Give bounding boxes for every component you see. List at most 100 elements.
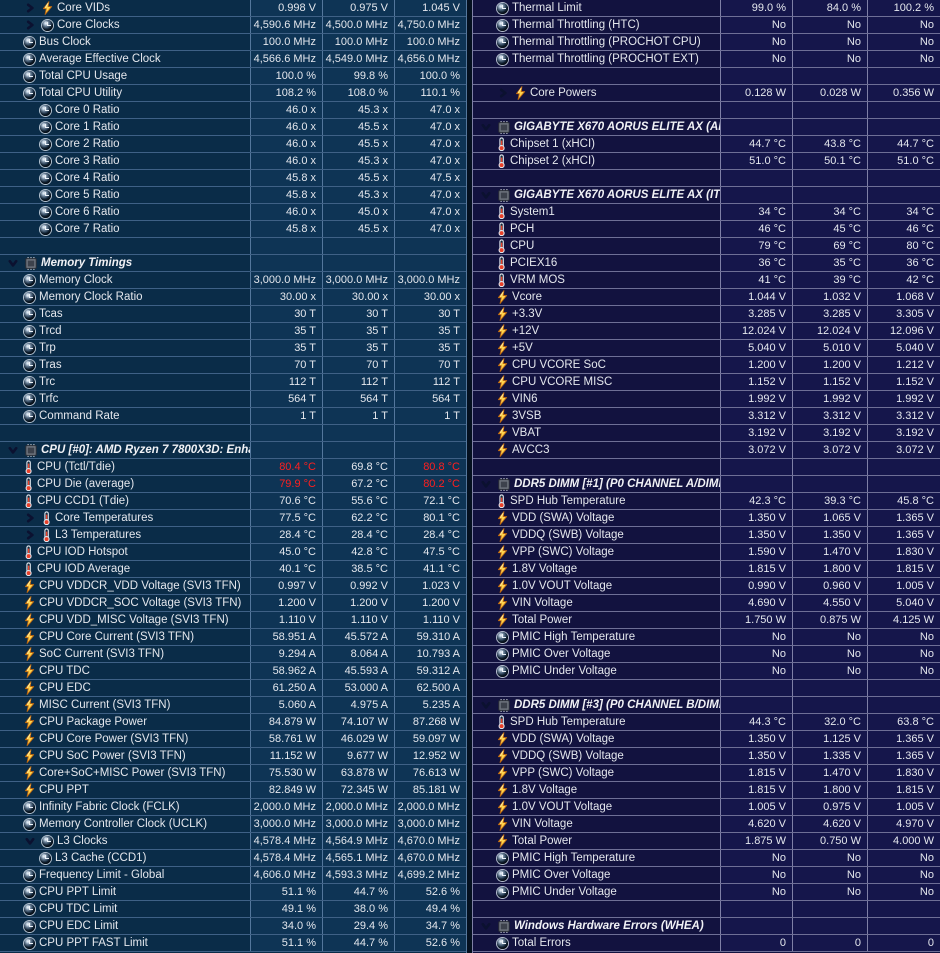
sensor-row[interactable]: Core 7 Ratio 45.8 x 45.5 x 47.0 x — [0, 221, 466, 238]
sensor-row[interactable]: Thermal Throttling (PROCHOT CPU) No No No — [472, 34, 940, 51]
sensor-row[interactable]: 1.0V VOUT Voltage 0.990 V 0.960 V 1.005 V — [472, 578, 940, 595]
sensor-row[interactable]: Core 0 Ratio 46.0 x 45.3 x 47.0 x — [0, 102, 466, 119]
sensor-row[interactable]: PMIC High Temperature No No No — [472, 850, 940, 867]
sensor-row[interactable]: Bus Clock 100.0 MHz 100.0 MHz 100.0 MHz — [0, 34, 466, 51]
sensor-row[interactable]: CPU TDC Limit 49.1 % 38.0 % 49.4 % — [0, 901, 466, 918]
section-header-row[interactable]: GIGABYTE X670 AORUS ELITE AX (AMD ... — [472, 119, 940, 136]
sensor-row[interactable]: PMIC Over Voltage No No No — [472, 867, 940, 884]
pane-divider[interactable] — [467, 0, 472, 953]
sensor-row[interactable]: Core 1 Ratio 46.0 x 45.5 x 47.0 x — [0, 119, 466, 136]
sensor-row[interactable]: Memory Clock 3,000.0 MHz 3,000.0 MHz 3,000.… — [0, 272, 466, 289]
chevron-right-icon[interactable] — [22, 510, 38, 526]
chevron-down-icon[interactable] — [478, 918, 494, 934]
sensor-row[interactable]: Thermal Throttling (PROCHOT EXT) No No No — [472, 51, 940, 68]
sensor-row[interactable]: +12V 12.024 V 12.024 V 12.096 V — [472, 323, 940, 340]
sensor-row[interactable]: Frequency Limit - Global 4,606.0 MHz 4,593… — [0, 867, 466, 884]
sensor-row[interactable]: 1.0V VOUT Voltage 1.005 V 0.975 V 1.005 V — [472, 799, 940, 816]
sensor-row[interactable]: System1 34 °C 34 °C 34 °C — [472, 204, 940, 221]
chevron-right-icon[interactable] — [22, 0, 38, 16]
sensor-row[interactable]: VDD (SWA) Voltage 1.350 V 1.065 V 1.365 V — [472, 510, 940, 527]
sensor-row[interactable]: VPP (SWC) Voltage 1.590 V 1.470 V 1.830 V — [472, 544, 940, 561]
sensor-row[interactable]: Thermal Throttling (HTC) No No No — [472, 17, 940, 34]
sensor-row[interactable]: Core 5 Ratio 45.8 x 45.3 x 47.0 x — [0, 187, 466, 204]
sensor-row[interactable]: PCIEX16 36 °C 35 °C 36 °C — [472, 255, 940, 272]
sensor-row[interactable]: Tcas 30 T 30 T 30 T — [0, 306, 466, 323]
sensor-row[interactable]: CPU VCORE MISC 1.152 V 1.152 V 1.152 V — [472, 374, 940, 391]
sensor-row[interactable]: CPU EDC 61.250 A 53.000 A 62.500 A — [0, 680, 466, 697]
sensor-row[interactable]: Average Effective Clock 4,566.6 MHz 4,549.… — [0, 51, 466, 68]
chevron-right-icon[interactable] — [22, 17, 38, 33]
sensor-row[interactable]: Core 2 Ratio 46.0 x 45.5 x 47.0 x — [0, 136, 466, 153]
section-header-row[interactable]: Windows Hardware Errors (WHEA) — [472, 918, 940, 935]
section-header-row[interactable]: DDR5 DIMM [#3] (P0 CHANNEL B/DIMM 1) — [472, 697, 940, 714]
sensor-row[interactable]: VIN6 1.992 V 1.992 V 1.992 V — [472, 391, 940, 408]
section-header-row[interactable]: CPU [#0]: AMD Ryzen 7 7800X3D: Enha... — [0, 442, 466, 459]
sensor-row[interactable]: CPU Core Current (SVI3 TFN) 58.951 A 45.57… — [0, 629, 466, 646]
sensor-row[interactable]: PMIC Under Voltage No No No — [472, 663, 940, 680]
sensor-row[interactable]: Memory Controller Clock (UCLK) 3,000.0 MH… — [0, 816, 466, 833]
sensor-row[interactable]: 1.8V Voltage 1.815 V 1.800 V 1.815 V — [472, 561, 940, 578]
section-header-row[interactable]: GIGABYTE X670 AORUS ELITE AX (ITE I... — [472, 187, 940, 204]
sensor-row[interactable]: Total Power 1.875 W 0.750 W 4.000 W — [472, 833, 940, 850]
sensor-row[interactable]: SPD Hub Temperature 44.3 °C 32.0 °C 63.8 °C — [472, 714, 940, 731]
sensor-row[interactable]: 3VSB 3.312 V 3.312 V 3.312 V — [472, 408, 940, 425]
section-header-row[interactable]: Memory Timings — [0, 255, 466, 272]
sensor-row[interactable]: CPU PPT Limit 51.1 % 44.7 % 52.6 % — [0, 884, 466, 901]
sensor-row[interactable]: Core Temperatures 77.5 °C 62.2 °C 80.1 °C — [0, 510, 466, 527]
chevron-down-icon[interactable] — [478, 119, 494, 135]
sensor-row[interactable]: Total CPU Usage 100.0 % 99.8 % 100.0 % — [0, 68, 466, 85]
sensor-row[interactable]: Tras 70 T 70 T 70 T — [0, 357, 466, 374]
chevron-right-icon[interactable] — [495, 85, 511, 101]
sensor-row[interactable]: L3 Cache (CCD1) 4,578.4 MHz 4,565.1 MHz 4,6… — [0, 850, 466, 867]
sensor-row[interactable]: PMIC Over Voltage No No No — [472, 646, 940, 663]
sensor-row[interactable]: CPU Core Power (SVI3 TFN) 58.761 W 46.029 … — [0, 731, 466, 748]
sensor-row[interactable]: CPU VDD_MISC Voltage (SVI3 TFN) 1.110 V 1.… — [0, 612, 466, 629]
sensor-row[interactable]: Memory Clock Ratio 30.00 x 30.00 x 30.00 x — [0, 289, 466, 306]
sensor-row[interactable]: Trfc 564 T 564 T 564 T — [0, 391, 466, 408]
sensor-row[interactable]: VRM MOS 41 °C 39 °C 42 °C — [472, 272, 940, 289]
sensor-row[interactable]: CPU 79 °C 69 °C 80 °C — [472, 238, 940, 255]
sensor-row[interactable]: MISC Current (SVI3 TFN) 5.060 A 4.975 A 5.2… — [0, 697, 466, 714]
chevron-down-icon[interactable] — [22, 833, 38, 849]
sensor-row[interactable]: SPD Hub Temperature 42.3 °C 39.3 °C 45.8 °C — [472, 493, 940, 510]
sensor-row[interactable]: CPU IOD Hotspot 45.0 °C 42.8 °C 47.5 °C — [0, 544, 466, 561]
chevron-down-icon[interactable] — [478, 476, 494, 492]
sensor-row[interactable]: L3 Temperatures 28.4 °C 28.4 °C 28.4 °C — [0, 527, 466, 544]
sensor-row[interactable]: PCH 46 °C 45 °C 46 °C — [472, 221, 940, 238]
sensor-row[interactable]: Total CPU Utility 108.2 % 108.0 % 110.1 % — [0, 85, 466, 102]
sensor-row[interactable]: CPU EDC Limit 34.0 % 29.4 % 34.7 % — [0, 918, 466, 935]
sensor-row[interactable]: Thermal Limit 99.0 % 84.0 % 100.2 % — [472, 0, 940, 17]
sensor-row[interactable]: Core+SoC+MISC Power (SVI3 TFN) 75.530 W 63… — [0, 765, 466, 782]
sensor-row[interactable]: SoC Current (SVI3 TFN) 9.294 A 8.064 A 10.7… — [0, 646, 466, 663]
sensor-row[interactable]: +5V 5.040 V 5.010 V 5.040 V — [472, 340, 940, 357]
sensor-row[interactable]: CPU PPT FAST Limit 51.1 % 44.7 % 52.6 % — [0, 935, 466, 952]
sensor-row[interactable]: Core VIDs 0.998 V 0.975 V 1.045 V — [0, 0, 466, 17]
sensor-row[interactable]: VDDQ (SWB) Voltage 1.350 V 1.350 V 1.365 V — [472, 527, 940, 544]
sensor-row[interactable]: VBAT 3.192 V 3.192 V 3.192 V — [472, 425, 940, 442]
sensor-row[interactable]: CPU CCD1 (Tdie) 70.6 °C 55.6 °C 72.1 °C — [0, 493, 466, 510]
sensor-row[interactable]: Total Errors 0 0 0 — [472, 935, 940, 952]
sensor-row[interactable]: VIN Voltage 4.690 V 4.550 V 5.040 V — [472, 595, 940, 612]
sensor-row[interactable]: Core Powers 0.128 W 0.028 W 0.356 W — [472, 85, 940, 102]
chevron-down-icon[interactable] — [5, 255, 21, 271]
sensor-row[interactable]: L3 Clocks 4,578.4 MHz 4,564.9 MHz 4,670.0 M… — [0, 833, 466, 850]
sensor-row[interactable]: Trc 112 T 112 T 112 T — [0, 374, 466, 391]
sensor-row[interactable]: Trcd 35 T 35 T 35 T — [0, 323, 466, 340]
sensor-row[interactable]: PMIC Under Voltage No No No — [472, 884, 940, 901]
sensor-row[interactable]: AVCC3 3.072 V 3.072 V 3.072 V — [472, 442, 940, 459]
sensor-row[interactable]: VDDQ (SWB) Voltage 1.350 V 1.335 V 1.365 V — [472, 748, 940, 765]
sensor-row[interactable]: Core 3 Ratio 46.0 x 45.3 x 47.0 x — [0, 153, 466, 170]
sensor-row[interactable]: VDD (SWA) Voltage 1.350 V 1.125 V 1.365 V — [472, 731, 940, 748]
sensor-row[interactable]: Core 4 Ratio 45.8 x 45.5 x 47.5 x — [0, 170, 466, 187]
sensor-row[interactable]: Vcore 1.044 V 1.032 V 1.068 V — [472, 289, 940, 306]
chevron-right-icon[interactable] — [22, 527, 38, 543]
sensor-row[interactable]: CPU PPT 82.849 W 72.345 W 85.181 W — [0, 782, 466, 799]
sensor-row[interactable]: Trp 35 T 35 T 35 T — [0, 340, 466, 357]
sensor-row[interactable]: +3.3V 3.285 V 3.285 V 3.305 V — [472, 306, 940, 323]
section-header-row[interactable]: DDR5 DIMM [#1] (P0 CHANNEL A/DIMM 1) — [472, 476, 940, 493]
sensor-row[interactable]: CPU VCORE SoC 1.200 V 1.200 V 1.212 V — [472, 357, 940, 374]
